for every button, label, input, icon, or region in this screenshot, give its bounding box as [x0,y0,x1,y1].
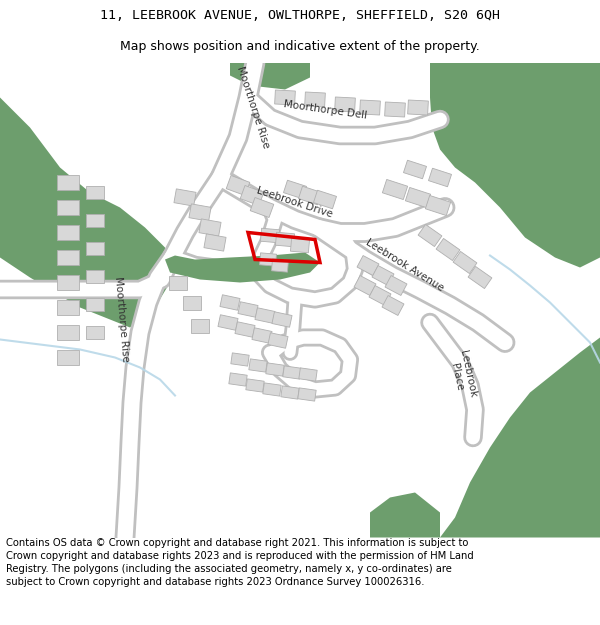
Bar [174,189,196,206]
Bar [407,100,428,115]
Bar [299,368,317,381]
Bar [57,250,79,265]
Bar [305,92,325,107]
Polygon shape [370,492,440,538]
Bar [169,276,187,289]
Bar [268,332,288,348]
Bar [199,219,221,236]
Bar [372,266,394,286]
Text: Moorthorpe Rise: Moorthorpe Rise [113,276,131,362]
Bar [231,353,249,366]
Bar [385,102,406,117]
Bar [226,176,250,196]
Bar [428,168,452,187]
Bar [369,286,391,306]
Bar [298,186,322,205]
Bar [354,276,376,296]
Polygon shape [0,62,170,328]
Text: Contains OS data © Crown copyright and database right 2021. This information is : Contains OS data © Crown copyright and d… [6,538,474,587]
Bar [250,198,274,217]
Text: 11, LEEBROOK AVENUE, OWLTHORPE, SHEFFIELD, S20 6QH: 11, LEEBROOK AVENUE, OWLTHORPE, SHEFFIEL… [100,9,500,22]
Bar [86,242,104,255]
Bar [86,186,104,199]
Bar [57,275,79,290]
Bar [436,239,460,261]
Bar [418,224,442,246]
Bar [238,302,258,318]
Text: Leebrook Avenue: Leebrook Avenue [364,238,446,294]
Bar [57,225,79,240]
Bar [313,190,337,209]
Bar [453,251,477,274]
Bar [260,228,280,242]
Bar [272,312,292,328]
Polygon shape [165,253,320,282]
Bar [382,179,407,199]
Bar [425,196,451,216]
Bar [283,180,307,199]
Bar [272,259,289,272]
Bar [86,214,104,227]
Bar [359,100,380,115]
Bar [189,204,211,221]
Bar [283,366,301,379]
Bar [298,388,316,401]
Polygon shape [440,338,600,538]
Bar [86,326,104,339]
Bar [406,188,431,208]
Bar [235,322,255,338]
Text: Leebrook
Place: Leebrook Place [446,350,478,401]
Bar [275,90,295,105]
Bar [246,379,264,392]
Bar [249,359,267,372]
Polygon shape [430,62,600,268]
Bar [281,386,299,399]
Bar [290,238,310,252]
Bar [57,325,79,340]
Bar [385,276,407,296]
Text: Map shows position and indicative extent of the property.: Map shows position and indicative extent… [120,41,480,53]
Bar [229,373,247,386]
Bar [255,308,275,323]
Bar [86,270,104,283]
Bar [183,296,201,309]
Bar [260,253,277,266]
Bar [57,200,79,215]
Bar [240,186,264,206]
Bar [335,97,355,112]
Bar [263,383,281,396]
Text: Leebrook Drive: Leebrook Drive [256,186,334,219]
Bar [382,296,404,316]
Bar [468,266,492,289]
Text: Moorthorpe Rise: Moorthorpe Rise [235,65,271,150]
Bar [57,350,79,365]
Bar [252,328,272,343]
Text: Moorthorpe Dell: Moorthorpe Dell [283,99,367,120]
Bar [86,298,104,311]
Bar [191,319,209,332]
Bar [204,234,226,251]
Bar [218,315,238,330]
Bar [220,295,240,310]
Bar [266,363,284,376]
Bar [357,256,379,276]
Bar [275,232,295,247]
Bar [57,175,79,190]
Polygon shape [230,62,310,89]
Bar [403,160,427,179]
Bar [57,300,79,315]
